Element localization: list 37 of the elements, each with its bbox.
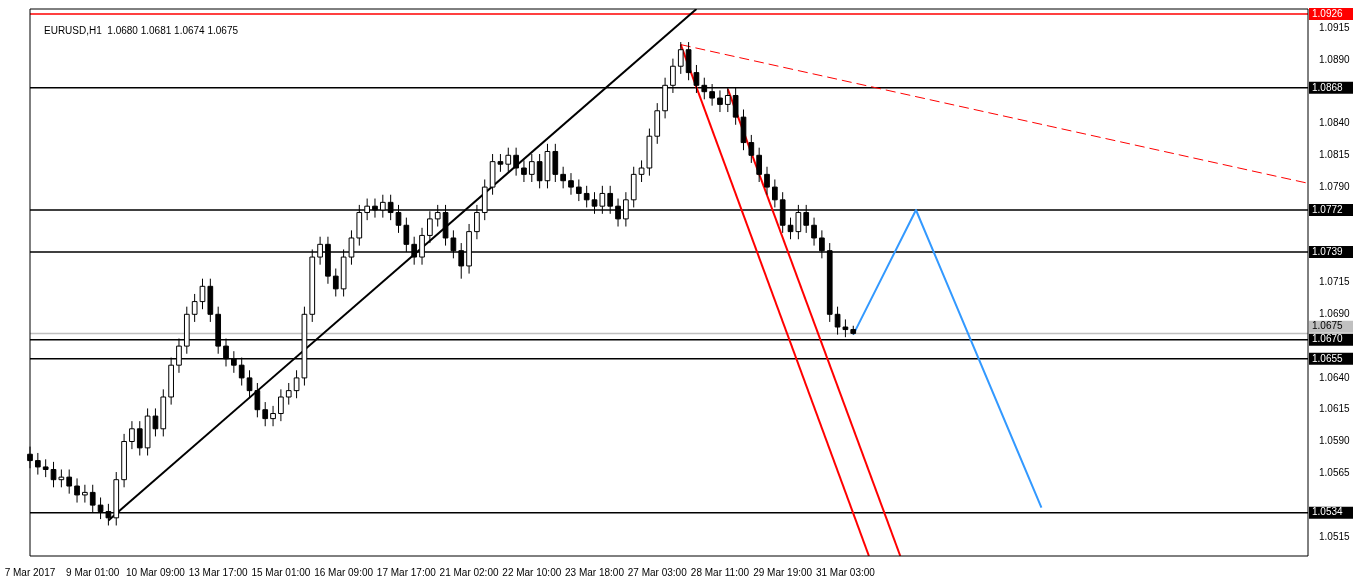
ref-line-label: 1.0739 <box>1312 245 1344 257</box>
y-tick-label: 1.0815 <box>1319 149 1351 161</box>
ref-line-label: 1.0926 <box>1312 7 1344 19</box>
x-tick-label: 15 Mar 01:00 <box>251 566 311 578</box>
y-tick-label: 1.0790 <box>1319 180 1351 192</box>
y-tick-label: 1.0890 <box>1319 53 1351 65</box>
x-tick-label: 9 Mar 01:00 <box>66 566 120 578</box>
x-tick-label: 16 Mar 09:00 <box>314 566 374 578</box>
x-tick-label: 21 Mar 02:00 <box>439 566 499 578</box>
y-tick-label: 1.0915 <box>1319 21 1351 33</box>
y-tick-label: 1.0590 <box>1319 435 1351 447</box>
x-tick-label: 10 Mar 09:00 <box>125 566 186 578</box>
y-tick-label: 1.0690 <box>1319 308 1351 320</box>
x-tick-label: 22 Mar 10:00 <box>502 566 562 578</box>
x-tick-label: 13 Mar 17:00 <box>188 566 249 578</box>
ref-line-label: 1.0534 <box>1312 506 1344 518</box>
x-tick-label: 29 Mar 19:00 <box>753 566 813 578</box>
x-tick-label: 31 Mar 03:00 <box>815 566 876 578</box>
ref-line-label: 1.0655 <box>1312 352 1344 364</box>
y-tick-label: 1.0715 <box>1319 276 1351 288</box>
x-tick-label: 23 Mar 18:00 <box>565 566 625 578</box>
ref-line-label: 1.0675 <box>1312 320 1344 332</box>
x-tick-label: 28 Mar 11:00 <box>690 566 750 578</box>
candlestick <box>129 420 135 450</box>
text: EURUSD,H1 1.0680 1.0681 1.0674 1.0675 <box>44 24 239 36</box>
y-tick-label: 1.0615 <box>1319 403 1351 415</box>
y-tick-label: 1.0565 <box>1319 467 1351 479</box>
x-tick-label: 17 Mar 17:00 <box>376 566 437 578</box>
y-tick-label: 1.0515 <box>1319 530 1351 542</box>
candlestick <box>568 172 574 196</box>
y-tick-label: 1.0840 <box>1319 117 1351 129</box>
ref-line-label: 1.0772 <box>1312 203 1344 215</box>
ref-line-label: 1.0868 <box>1312 81 1344 93</box>
x-tick-label: 27 Mar 03:00 <box>627 566 688 578</box>
x-tick-label: 7 Mar 2017 <box>4 566 56 578</box>
y-tick-label: 1.0640 <box>1319 371 1351 383</box>
ref-line-label: 1.0670 <box>1312 333 1344 345</box>
